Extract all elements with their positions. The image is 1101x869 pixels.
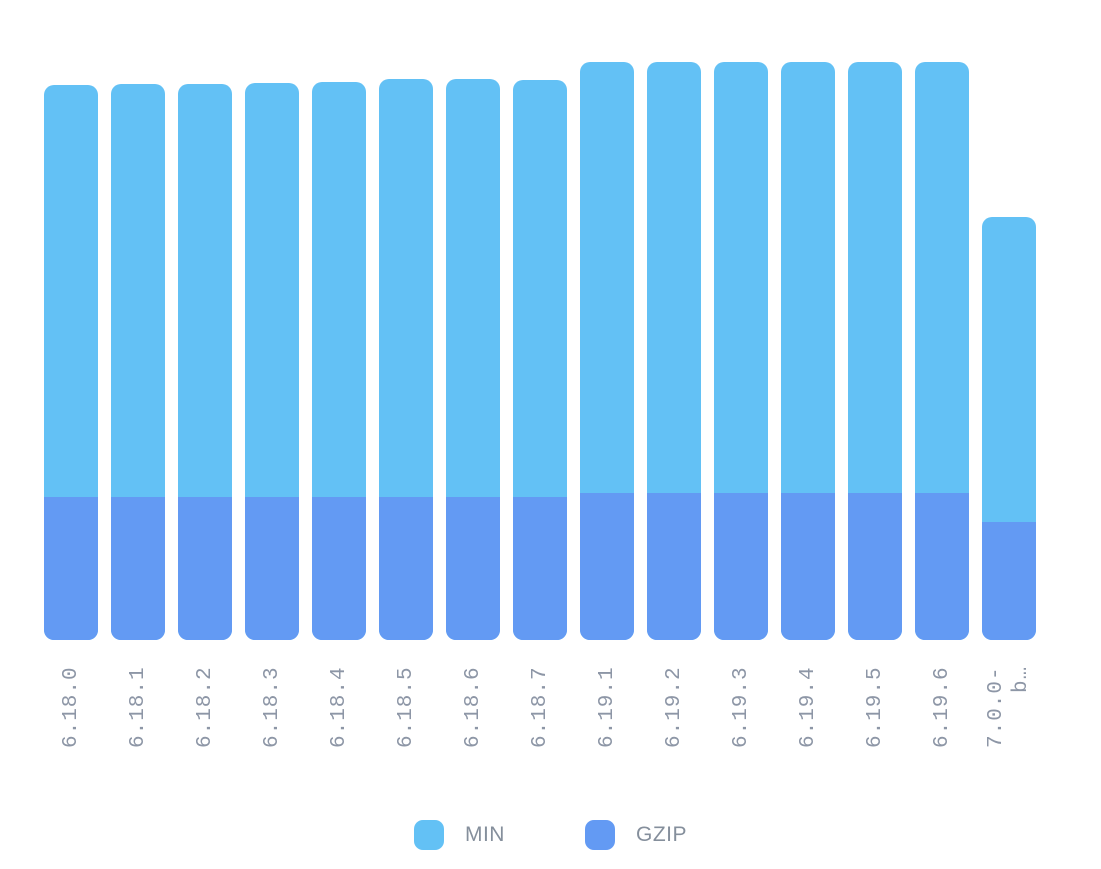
- x-axis-label: 6.19.2: [662, 666, 686, 748]
- gzip-segment: [446, 497, 500, 640]
- gzip-segment: [513, 497, 567, 640]
- gzip-segment: [379, 497, 433, 640]
- x-axis-label: 6.18.6: [461, 666, 485, 748]
- x-label-cell: 6.19.2: [647, 666, 701, 754]
- bar-column: [982, 62, 1036, 640]
- x-axis-label: 6.18.3: [260, 666, 284, 748]
- gzip-segment: [781, 493, 835, 640]
- x-axis-label: 6.19.4: [796, 666, 820, 748]
- plot-area: [44, 62, 1036, 640]
- version-bar-6.18.1[interactable]: [111, 83, 165, 640]
- gzip-segment: [245, 497, 299, 640]
- x-axis-label: 6.18.7: [528, 666, 552, 748]
- version-bar-6.19.3[interactable]: [714, 62, 768, 640]
- gzip-segment: [647, 493, 701, 640]
- version-bar-6.18.6[interactable]: [446, 78, 500, 640]
- bar-column: [513, 62, 567, 640]
- bar-column: [580, 62, 634, 640]
- bar-column: [178, 62, 232, 640]
- bar-column: [111, 62, 165, 640]
- version-bar-7.0.0-b…[interactable]: [982, 216, 1036, 640]
- bar-column: [915, 62, 969, 640]
- legend-label: MIN: [464, 823, 505, 846]
- bar-column: [647, 62, 701, 640]
- x-label-cell: 6.19.3: [714, 666, 768, 754]
- bar-column: [245, 62, 299, 640]
- x-axis-label: 6.19.3: [729, 666, 753, 748]
- x-axis-label: 7.0.0-b…: [985, 666, 1033, 748]
- version-bar-6.19.5[interactable]: [848, 62, 902, 640]
- min-legend-swatch: [413, 820, 444, 850]
- bar-column: [379, 62, 433, 640]
- gzip-segment: [312, 497, 366, 640]
- legend-label: GZIP: [635, 823, 687, 846]
- x-label-cell: 6.19.1: [580, 666, 634, 754]
- version-size-bar-chart: 6.18.0 6.18.1 6.18.2 6.18.3 6.18.4 6.18.5 6.18…: [0, 62, 1101, 869]
- x-axis-labels: 6.18.0 6.18.1 6.18.2 6.18.3 6.18.4 6.18.5 6.18…: [44, 666, 1036, 754]
- gzip-segment: [580, 493, 634, 640]
- gzip-segment: [44, 497, 98, 640]
- gzip-segment: [915, 493, 969, 640]
- gzip-segment: [714, 493, 768, 640]
- x-axis-label: 6.18.0: [59, 666, 83, 748]
- x-label-cell: 6.18.2: [178, 666, 232, 754]
- x-axis-label: 6.18.2: [193, 666, 217, 748]
- x-label-cell: 6.19.5: [848, 666, 902, 754]
- x-label-cell: 6.18.6: [446, 666, 500, 754]
- legend-item-gzip: GZIP: [584, 820, 687, 850]
- bar-column: [714, 62, 768, 640]
- x-label-cell: 6.18.3: [245, 666, 299, 754]
- version-bar-6.19.4[interactable]: [781, 62, 835, 640]
- version-bar-6.18.5[interactable]: [379, 78, 433, 640]
- version-bar-6.18.4[interactable]: [312, 82, 366, 640]
- gzip-segment: [848, 493, 902, 640]
- version-bar-6.18.2[interactable]: [178, 83, 232, 640]
- x-axis-label: 6.19.6: [930, 666, 954, 748]
- x-label-cell: 7.0.0-b…: [982, 666, 1036, 754]
- x-axis-label: 6.18.4: [327, 666, 351, 748]
- gzip-segment: [178, 497, 232, 640]
- x-label-cell: 6.18.4: [312, 666, 366, 754]
- x-axis-label: 6.19.1: [595, 666, 619, 748]
- gzip-segment: [111, 497, 165, 640]
- version-bar-6.19.1[interactable]: [580, 62, 634, 640]
- version-bar-6.18.3[interactable]: [245, 82, 299, 640]
- x-axis-label: 6.18.5: [394, 666, 418, 748]
- version-bar-6.18.0[interactable]: [44, 85, 98, 640]
- bar-column: [312, 62, 366, 640]
- bar-column: [848, 62, 902, 640]
- version-bar-6.19.6[interactable]: [915, 62, 969, 640]
- x-axis-label: 6.18.1: [126, 666, 150, 748]
- bar-column: [44, 62, 98, 640]
- x-label-cell: 6.18.5: [379, 666, 433, 754]
- legend-item-min: MIN: [413, 820, 505, 850]
- x-label-cell: 6.19.4: [781, 666, 835, 754]
- x-label-cell: 6.18.0: [44, 666, 98, 754]
- x-label-cell: 6.18.1: [111, 666, 165, 754]
- gzip-segment: [982, 522, 1036, 640]
- legend: MIN GZIP: [0, 820, 1101, 850]
- bar-column: [446, 62, 500, 640]
- x-label-cell: 6.18.7: [513, 666, 567, 754]
- version-bar-6.18.7[interactable]: [513, 79, 567, 640]
- x-label-cell: 6.19.6: [915, 666, 969, 754]
- x-axis-label: 6.19.5: [863, 666, 887, 748]
- version-bar-6.19.2[interactable]: [647, 62, 701, 640]
- gzip-legend-swatch: [584, 820, 615, 850]
- bar-column: [781, 62, 835, 640]
